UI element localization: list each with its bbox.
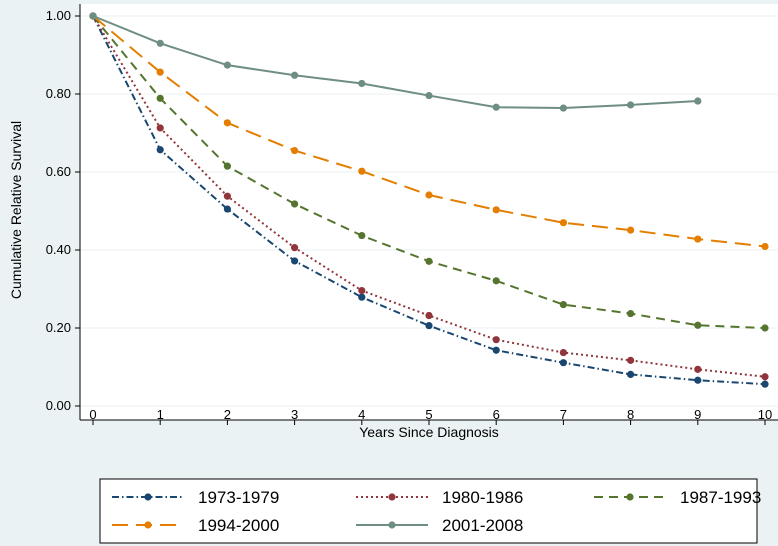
y-axis-ticks: 0.00 0.20 0.40 0.60 0.80 1.00 (46, 8, 80, 413)
data-point (156, 94, 164, 102)
legend-swatch-marker (388, 493, 396, 501)
x-tick-label: 6 (493, 407, 500, 422)
y-tick-label: 0.20 (46, 320, 71, 335)
data-point (156, 124, 164, 132)
data-point (492, 206, 500, 214)
data-point (291, 200, 299, 208)
data-point (291, 71, 299, 79)
data-point (358, 231, 366, 240)
legend-label: 1987-1993 (680, 488, 761, 507)
y-tick-label: 0.60 (46, 164, 71, 179)
data-point (694, 376, 702, 384)
data-point (425, 257, 433, 265)
series-lines (89, 12, 769, 388)
data-point (559, 301, 568, 309)
data-point (492, 277, 500, 285)
data-point (425, 191, 433, 199)
data-point (156, 68, 164, 76)
data-point (223, 205, 231, 213)
data-point (694, 97, 702, 105)
data-point (761, 373, 769, 381)
data-point (694, 235, 702, 243)
x-tick-label: 5 (425, 407, 432, 422)
data-point (627, 356, 635, 364)
x-tick-label: 2 (224, 407, 231, 422)
x-tick-label: 7 (560, 407, 567, 422)
data-point (761, 380, 769, 388)
data-point (425, 322, 433, 330)
y-tick-label: 0.80 (46, 86, 71, 101)
legend-label: 1980-1986 (442, 488, 523, 507)
data-point (492, 346, 500, 354)
x-tick-label: 4 (358, 407, 365, 422)
data-point (627, 226, 635, 234)
x-tick-label: 0 (89, 407, 96, 422)
series-line (92, 15, 698, 110)
data-point (223, 119, 231, 127)
series-2001-2008 (89, 12, 702, 112)
data-point (761, 324, 769, 332)
plot-area (80, 4, 778, 420)
x-tick-label: 1 (157, 407, 164, 422)
data-point (358, 167, 366, 175)
data-point (627, 370, 635, 379)
series-line (92, 15, 766, 386)
data-point (559, 104, 568, 112)
legend-item: 1987-1993 (594, 488, 761, 507)
legend-item: 2001-2008 (356, 516, 523, 535)
data-point (627, 309, 635, 318)
x-axis-title: Years Since Diagnosis (359, 424, 499, 440)
legend-label: 1994-2000 (198, 516, 279, 535)
data-point (291, 146, 299, 155)
legend-box (99, 478, 758, 544)
x-axis-ticks: 0 1 2 3 4 5 6 7 8 9 10 (89, 407, 772, 425)
y-tick-label: 1.00 (46, 8, 71, 23)
data-point (627, 101, 635, 109)
data-point (492, 103, 500, 111)
legend-label: 1973-1979 (198, 488, 279, 507)
data-point (425, 311, 433, 320)
data-point (291, 244, 299, 252)
legend-swatch-marker (144, 493, 152, 501)
y-axis-title: Cumulative Relative Survival (8, 121, 24, 299)
data-point (425, 91, 433, 100)
legend-label: 2001-2008 (442, 516, 523, 535)
data-point (223, 192, 231, 200)
data-point (358, 79, 366, 88)
data-point (156, 39, 164, 47)
data-point (559, 359, 568, 367)
legend-item: 1973-1979 (112, 488, 279, 507)
y-tick-label: 0.40 (46, 242, 71, 257)
data-point (694, 321, 702, 329)
data-point (492, 336, 500, 344)
legend: 1973-1979 1980-1986 1987-1993 1994-2000 2001… (99, 478, 761, 544)
legend-swatch-marker (144, 521, 152, 529)
data-point (223, 162, 231, 170)
data-point (156, 146, 164, 154)
legend-item: 1994-2000 (112, 516, 279, 535)
data-point (223, 61, 231, 69)
legend-swatch-marker (626, 493, 634, 501)
x-tick-label: 8 (627, 407, 634, 422)
data-point (291, 257, 299, 265)
data-point (89, 12, 97, 20)
data-point (694, 365, 702, 373)
data-point (761, 242, 769, 251)
data-point (358, 286, 366, 295)
data-point (559, 219, 568, 227)
x-tick-label: 10 (758, 407, 772, 422)
data-point (559, 348, 568, 357)
y-tick-label: 0.00 (46, 398, 71, 413)
data-point (358, 293, 366, 301)
x-tick-label: 3 (291, 407, 298, 422)
legend-item: 1980-1986 (356, 488, 523, 507)
legend-swatch-marker (388, 521, 396, 529)
x-tick-label: 9 (694, 407, 701, 422)
